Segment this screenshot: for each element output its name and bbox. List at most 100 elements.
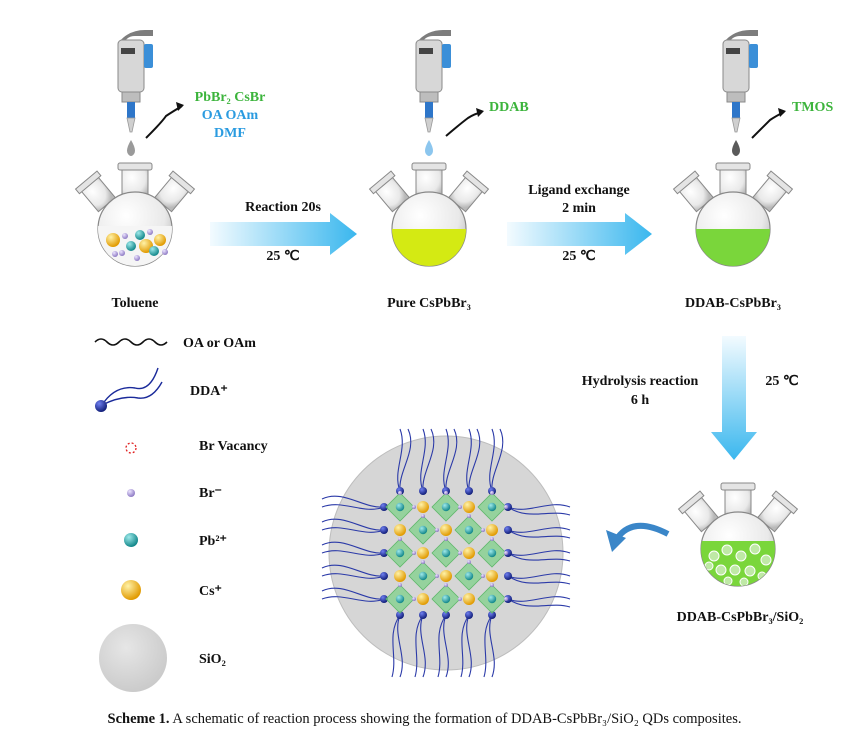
arrow2-bottom: 25 ℃ [562,249,596,264]
arrow2-top-line1: Ligand exchange [528,183,630,198]
dda-chain [491,428,504,492]
br-ion [398,491,402,495]
dda-chain [507,598,571,608]
cs-ion [463,547,475,559]
drop-1 [127,140,135,156]
cs-ion [394,524,406,536]
dda-head [380,526,388,534]
br-ion [398,537,402,541]
reagent-pbbr2-csbr: PbBr₂ CsBr [195,90,266,105]
reagent-tmos: TMOS [792,100,833,115]
pb-ion [487,502,497,512]
dda-chain [420,428,426,492]
dda-chain [460,614,470,678]
pipette-3 [722,29,786,156]
legend-label-oa-oam: OA or OAm [183,336,256,351]
legend: OA or OAm DDA⁺ Br Vacancy Br⁻ Pb²⁺ Cs⁺ S… [94,336,268,692]
dda-chain [507,504,571,510]
dda-chain [422,428,435,492]
scheme-diagram: PbBr₂ CsBr OA OAm DMF DDAB TMOS Toluene [74,29,833,692]
dda-head [419,487,427,495]
label-ddab-cspbbr3: DDAB-CsPbBr₃ [685,296,781,311]
br-ion [481,574,485,578]
dda-chain [489,614,495,678]
legend-label-br: Br⁻ [199,486,222,501]
label-ddab-cspbbr3-sio2: DDAB-CsPbBr₃/SiO₂ [677,610,804,625]
dda-head [465,487,473,495]
pb-ion [395,594,405,604]
pb-ion [464,571,474,581]
dda-chain [507,529,571,539]
yellow-solution [392,229,466,266]
pb-ion [418,571,428,581]
br-ion [504,551,508,555]
cs-ion [440,570,452,582]
dda-head [380,503,388,511]
dda-chain [507,552,571,562]
dda-chain [443,428,449,492]
br-ion [458,505,462,509]
dda-chain [397,428,403,492]
pb-ion [395,502,405,512]
arrow3-right: 25 ℃ [765,374,799,389]
dda-head [488,611,496,619]
dda-chain [466,614,472,678]
dda-chain [466,428,472,492]
flask-ddab-cspbbr3 [672,162,794,267]
reagent-oa-oam: OA OAm [202,108,259,123]
br-ion [458,597,462,601]
dda-chain [445,428,458,492]
reagent-ddab: DDAB [489,100,529,115]
flask-toluene [74,162,196,267]
dda-chain [507,550,571,556]
reagent-dmf: DMF [214,126,246,141]
br-ion [490,491,494,495]
dda-chain [443,614,449,678]
dda-head [442,611,450,619]
pb-ion [441,548,451,558]
arrow-hydrolysis [711,336,757,460]
br-ion [467,560,471,564]
dda-chain [507,596,571,602]
cs-ion [463,593,475,605]
caption-label: Scheme 1. [107,711,170,727]
dda-chain [507,506,571,516]
dda-head [419,611,427,619]
br-ion [444,583,448,587]
legend-label-sio2: SiO₂ [199,652,226,667]
drop-2 [425,140,433,156]
br-ion [490,583,494,587]
br-ion [421,560,425,564]
cs-ion [486,570,498,582]
precursor-ions [106,229,168,261]
br-ion [490,537,494,541]
cs-ion [394,570,406,582]
pipette-1 [117,29,184,156]
br-ion [435,574,439,578]
dda-chain [391,614,401,678]
sio2-particles [704,543,772,586]
dda-chain [399,428,412,492]
dda-head [465,611,473,619]
legend-label-dda: DDA⁺ [190,384,228,399]
dda-chain [321,527,385,533]
pb-ion [418,525,428,535]
dda-chain [321,504,385,510]
figure-caption: Scheme 1. A schematic of reaction proces… [0,711,849,728]
flask-pure-cspbbr3 [368,162,490,267]
cs-ion [463,501,475,513]
cs-ion [486,524,498,536]
br-ion [458,551,462,555]
br-ion [504,505,508,509]
arrow3-left-line2: 6 h [631,393,650,408]
green-solution [696,229,770,266]
arrow-ligand-exchange [507,213,652,255]
arrow-reaction [210,213,357,255]
pb-ion [487,548,497,558]
br-ion [481,528,485,532]
cspbbr3-lattice [385,491,508,614]
pb-ion [464,525,474,535]
dda-chain [507,575,571,585]
legend-wave-line-icon [94,338,168,346]
reagent-arrow-2 [445,111,483,137]
